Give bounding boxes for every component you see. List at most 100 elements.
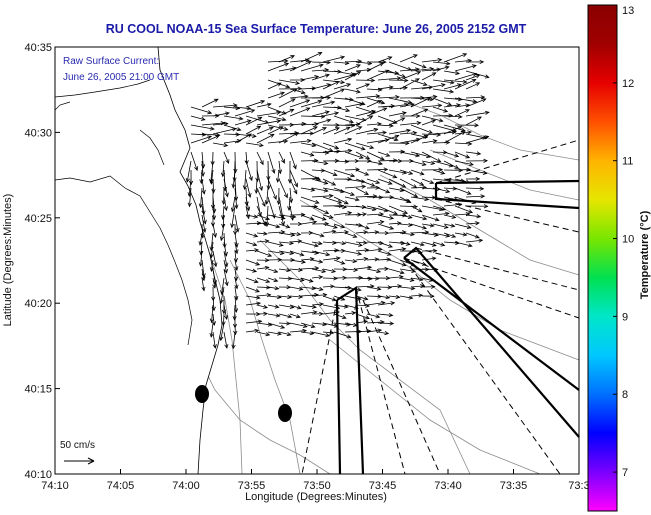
current-vector — [311, 118, 332, 126]
current-vector — [465, 70, 490, 79]
current-vector — [399, 196, 412, 204]
current-vector — [432, 187, 451, 194]
current-vector — [278, 108, 295, 117]
current-vector — [355, 109, 377, 117]
current-vector — [267, 79, 291, 89]
current-vector — [234, 241, 239, 255]
current-vector — [454, 141, 473, 146]
current-vector — [421, 103, 443, 108]
beam-range-line — [415, 247, 580, 291]
current-vector — [421, 139, 438, 144]
current-vector — [289, 259, 307, 264]
current-vector — [311, 142, 334, 152]
current-vector — [366, 247, 383, 252]
current-vector — [421, 248, 438, 253]
current-vector — [289, 178, 298, 195]
current-vector — [366, 328, 383, 333]
current-vector — [388, 268, 405, 275]
x-tick-labels: 74:10 74:05 74:00 73:55 73:50 73:45 73:40 73:35… — [41, 469, 590, 492]
current-vector — [289, 267, 304, 272]
current-vector — [399, 102, 415, 108]
current-vector — [399, 151, 421, 158]
current-vector — [355, 169, 370, 176]
current-vector — [311, 100, 336, 108]
current-vector — [201, 178, 206, 195]
current-vector — [421, 167, 444, 172]
current-vector — [410, 169, 425, 176]
beam-range-line — [355, 287, 406, 475]
current-vector — [322, 142, 340, 150]
current-vector — [322, 88, 346, 99]
current-vector — [366, 195, 384, 200]
current-vector — [355, 94, 381, 99]
current-vector — [465, 176, 481, 182]
current-vector — [388, 97, 413, 105]
x-tick-label: 74:10 — [41, 480, 69, 492]
current-vector — [454, 178, 471, 184]
beam-range-line — [362, 299, 441, 475]
current-vector — [355, 78, 376, 83]
current-vector — [333, 304, 349, 309]
current-vector — [355, 248, 370, 253]
current-vector — [311, 95, 332, 100]
current-vector — [377, 205, 399, 215]
y-tick-label: 40:35 — [24, 42, 52, 54]
current-vector — [185, 160, 192, 183]
current-vector — [388, 178, 407, 188]
current-vector — [267, 331, 282, 336]
current-vector — [388, 78, 409, 83]
current-vector — [278, 132, 300, 144]
current-vector — [443, 126, 463, 135]
current-vector — [212, 103, 238, 108]
scale-vector: 50 cm/s — [60, 440, 95, 465]
current-vector — [355, 230, 369, 235]
current-vector — [300, 277, 314, 283]
current-vector — [465, 194, 486, 199]
current-vector — [289, 322, 308, 328]
current-vector — [355, 276, 373, 281]
current-vector — [377, 330, 390, 336]
current-vector — [245, 301, 262, 306]
current-vector — [278, 79, 301, 85]
current-vector — [199, 241, 204, 256]
map-panel: 74:10 74:05 74:00 73:55 73:50 73:45 73:40 73:35… — [24, 42, 589, 492]
current-vector — [333, 211, 353, 216]
current-vector — [300, 126, 318, 135]
current-vector — [245, 319, 263, 324]
colorbar-tick-label: 13 — [622, 5, 634, 17]
current-vector — [234, 187, 239, 210]
current-vector — [432, 106, 449, 113]
current-vector — [465, 116, 482, 126]
current-vector — [234, 259, 239, 271]
current-vector — [388, 117, 406, 126]
current-vector — [212, 121, 229, 126]
current-vector — [410, 135, 429, 144]
current-vector — [333, 137, 353, 144]
current-vector — [465, 74, 481, 81]
current-vector — [377, 223, 395, 230]
current-vector — [245, 286, 260, 293]
current-vector — [289, 239, 303, 244]
current-vector — [223, 178, 229, 198]
current-vector — [355, 240, 368, 245]
current-vector — [454, 232, 468, 237]
current-vector — [211, 313, 216, 327]
current-vector — [190, 124, 215, 131]
current-vector — [355, 319, 369, 324]
current-vector — [355, 151, 371, 160]
current-vector — [421, 57, 443, 63]
current-vector — [344, 295, 362, 301]
current-vector — [355, 127, 379, 135]
current-vector — [344, 102, 364, 108]
current-vector — [421, 72, 437, 81]
current-vector — [421, 241, 437, 247]
current-vector — [344, 184, 367, 189]
current-vector — [421, 151, 442, 163]
current-vector — [278, 223, 291, 229]
current-vector — [245, 178, 252, 198]
current-vector — [465, 204, 489, 209]
current-vector — [201, 205, 207, 225]
current-vector — [322, 81, 340, 90]
current-vector — [267, 286, 280, 291]
current-vector — [219, 322, 225, 342]
